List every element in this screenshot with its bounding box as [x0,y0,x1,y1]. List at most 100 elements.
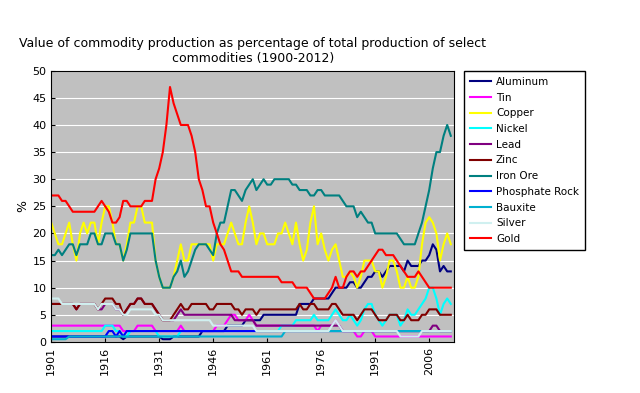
Lead [447,329,454,333]
Line: Gold: Gold [51,87,451,299]
Silver [335,323,343,328]
Zinc [342,312,350,317]
Nickel [321,318,328,323]
Bauxite [282,329,289,333]
Lead [47,301,55,306]
Aluminum [339,285,347,290]
Copper [324,258,332,263]
Zinc [364,307,372,312]
Nickel [119,334,127,339]
Tin [440,334,447,339]
Lead [364,329,372,333]
Aluminum [119,337,127,342]
Aluminum [440,264,447,268]
Copper [447,242,454,247]
Gold [191,150,199,154]
Bauxite [321,329,328,333]
Iron Ore [274,177,282,182]
Gold [47,193,55,198]
Aluminum [447,269,454,274]
Silver [317,329,325,333]
Aluminum [429,242,436,247]
Iron Ore [444,123,451,127]
Aluminum [321,296,328,301]
Gold [364,264,372,268]
Silver [397,334,404,339]
Tin [447,334,454,339]
Phosphate Rock [274,329,282,333]
Lead [339,329,347,333]
Aluminum [191,334,199,339]
Iron Ore [436,150,444,154]
Bauxite [271,334,278,339]
Tin [339,329,347,333]
Tin [274,323,282,328]
Copper [342,274,350,279]
Line: Iron Ore: Iron Ore [51,125,451,288]
Nickel [426,285,433,290]
Copper [159,285,166,290]
Gold [447,285,454,290]
Line: Lead: Lead [51,299,451,331]
Bauxite [436,329,444,333]
Iron Ore [47,253,55,257]
Copper [195,242,203,247]
Gold [310,296,318,301]
Silver [447,329,454,333]
Iron Ore [321,193,328,198]
Bauxite [47,337,55,342]
Nickel [47,329,55,333]
Iron Ore [447,134,454,138]
Gold [274,274,282,279]
Tin [47,323,55,328]
Phosphate Rock [339,329,347,333]
Phosphate Rock [436,329,444,333]
Phosphate Rock [47,334,55,339]
Silver [47,296,55,301]
Bauxite [447,329,454,333]
Copper [47,220,55,225]
Tin [353,334,361,339]
Nickel [191,329,199,333]
Gold [324,291,332,296]
Silver [271,329,278,333]
Aluminum [360,280,368,285]
Phosphate Rock [321,329,328,333]
Zinc [324,307,332,312]
Line: Aluminum: Aluminum [51,244,451,339]
Y-axis label: %: % [17,200,29,212]
Silver [357,329,365,333]
Bauxite [360,329,368,333]
Copper [364,258,372,263]
Bauxite [339,329,347,333]
Phosphate Rock [105,329,113,333]
Lead [191,312,199,317]
Zinc [101,296,109,301]
Title: Value of commodity production as percentage of total production of select
commod: Value of commodity production as percent… [19,37,486,65]
Iron Ore [159,285,166,290]
Tin [321,323,328,328]
Lead [274,323,282,328]
Line: Silver: Silver [51,299,451,336]
Copper [440,242,447,247]
Gold [440,285,447,290]
Tin [227,312,235,317]
Tin [364,329,372,333]
Nickel [274,329,282,333]
Silver [436,329,444,333]
Copper [101,204,109,209]
Phosphate Rock [191,329,199,333]
Lead [440,329,447,333]
Nickel [339,318,347,323]
Silver [188,318,195,323]
Nickel [447,301,454,306]
Legend: Aluminum, Tin, Copper, Nickel, Lead, Zinc, Iron Ore, Phosphate Rock, Bauxite, Si: Aluminum, Tin, Copper, Nickel, Lead, Zin… [463,70,585,250]
Lead [321,323,328,328]
Zinc [159,318,166,323]
Line: Copper: Copper [51,206,451,288]
Zinc [440,312,447,317]
Lead [342,329,350,333]
Zinc [278,307,285,312]
Aluminum [274,312,282,317]
Gold [342,274,350,279]
